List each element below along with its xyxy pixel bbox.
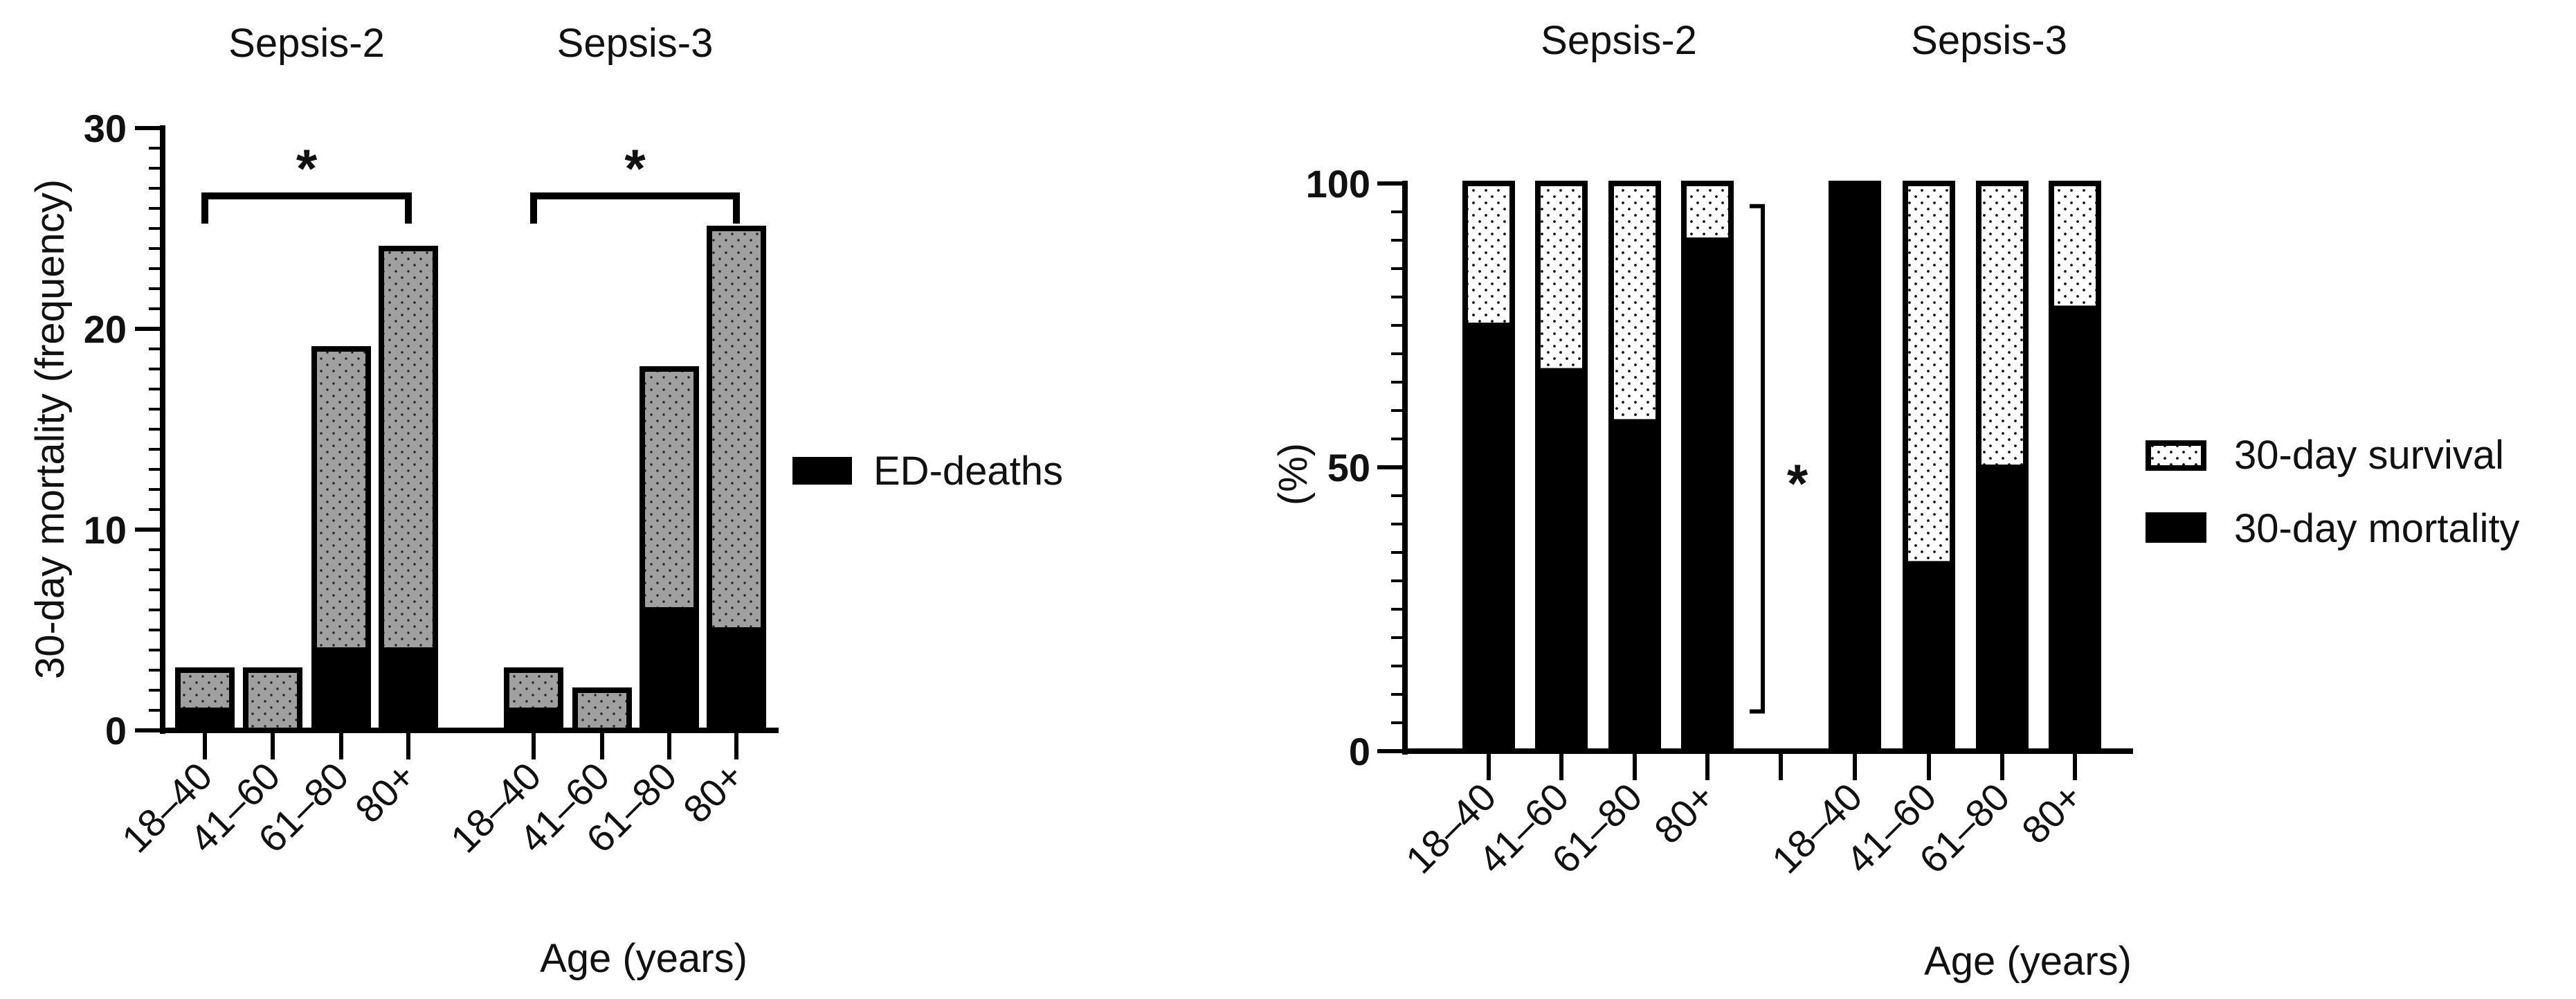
x-axis-label: Age (years) [1924, 939, 2132, 984]
y-tick-label: 10 [84, 508, 127, 552]
bar-mortality [1462, 323, 1515, 754]
significance-bracket [1750, 204, 1765, 714]
bar-mortality [1903, 561, 1955, 755]
bar-ed-deaths [504, 708, 563, 733]
bar-ed-deaths [379, 647, 438, 733]
x-tick-label: 80+ [2013, 775, 2091, 852]
bar-ed-deaths [175, 708, 235, 733]
bar-ed-deaths [640, 607, 699, 733]
x-tick-label: 80+ [675, 754, 752, 831]
legend-label-mortality: 30-day mortality [2234, 506, 2520, 551]
x-tick-label: 80+ [1646, 775, 1723, 852]
y-tick-label: 0 [105, 709, 127, 753]
significance-bracket [201, 192, 412, 224]
legend-label-ed-deaths: ED-deaths [873, 449, 1063, 494]
significance-bracket [530, 192, 740, 224]
y-tick-label: 100 [1306, 162, 1370, 206]
bar-total [243, 667, 302, 733]
bar-mortality [1535, 368, 1588, 754]
y-tick-label: 50 [1327, 446, 1370, 489]
x-tick-label: 80+ [347, 754, 424, 831]
bar-mortality [2049, 305, 2101, 754]
bar-total [572, 687, 632, 733]
bar-mortality [1681, 237, 1734, 754]
mortality-frequency-chart: 0102030Sepsis-218–4041–6061–8080+*Sepsis… [28, 21, 1063, 981]
significance-marker: * [624, 138, 646, 199]
bar-ed-deaths [311, 647, 371, 733]
legend-swatch-survival [2146, 440, 2206, 471]
y-tick-label: 0 [1349, 730, 1370, 773]
group-title: Sepsis-2 [1541, 18, 1697, 63]
y-tick-label: 20 [84, 307, 127, 351]
bar-mortality [1608, 419, 1661, 755]
group-title: Sepsis-2 [228, 21, 385, 66]
group-title: Sepsis-3 [557, 21, 714, 66]
mortality-percent-chart: 050100Sepsis-218–4041–6061–8080+Sepsis-3… [1271, 18, 2520, 984]
legend-swatch-mortality [2146, 512, 2206, 543]
y-axis-label: 30-day mortality (frequency) [28, 179, 73, 679]
group-title: Sepsis-3 [1911, 18, 2067, 63]
x-axis-label: Age (years) [540, 936, 747, 981]
legend-label-survival: 30-day survival [2234, 433, 2504, 478]
significance-marker: * [1787, 453, 1808, 514]
bar-ed-deaths [707, 627, 766, 733]
bar-mortality [1829, 181, 1881, 754]
y-tick-label: 30 [84, 107, 127, 150]
significance-marker: * [296, 138, 318, 199]
bar-mortality [1976, 465, 2029, 754]
legend-swatch-ed-deaths [792, 457, 852, 485]
y-axis-label: (%) [1271, 443, 1316, 505]
